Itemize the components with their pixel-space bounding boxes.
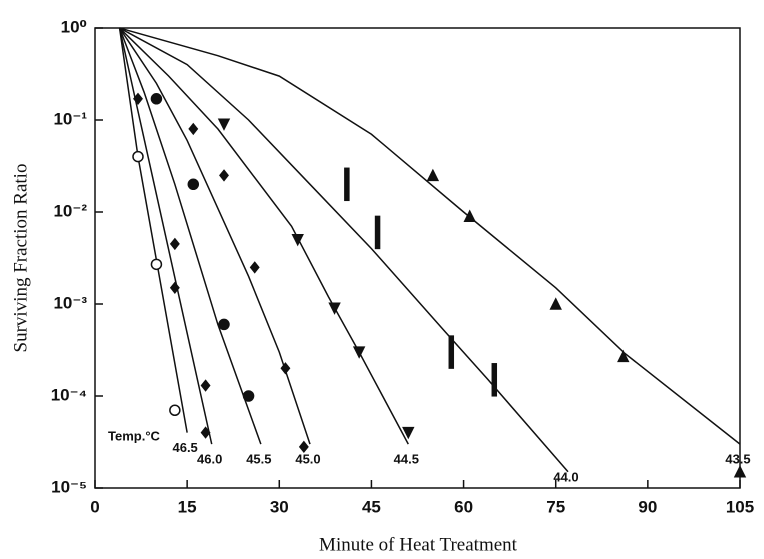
x-tick-label: 60 [454,497,473,516]
x-tick-label: 75 [546,497,565,516]
x-axis-title: Minute of Heat Treatment [319,534,518,555]
series-label: 44.0 [553,469,578,484]
y-tick-label: 10⁻³ [53,293,87,312]
y-tick-label: 10⁰ [61,17,87,36]
y-tick-label: 10⁻¹ [53,109,87,128]
data-point [492,364,496,396]
data-point [219,319,229,329]
series-line [120,28,212,444]
y-tick-label: 10⁻⁴ [51,385,87,404]
series-label: 46.0 [197,452,222,467]
y-tick-label: 10⁻⁵ [51,477,87,496]
data-point [618,351,628,361]
data-point [345,168,349,200]
data-point [171,239,179,249]
x-tick-label: 30 [270,497,289,516]
data-point [354,347,364,357]
y-axis-title: Surviving Fraction Ratio [10,164,31,353]
data-point [189,124,197,134]
data-point [170,405,180,415]
annotation: Temp.°C [108,428,161,443]
y-tick-label: 10⁻² [53,201,87,220]
data-point [151,259,161,269]
data-point [219,119,229,129]
x-tick-label: 0 [90,497,99,516]
data-point [188,179,198,189]
x-tick-label: 90 [638,497,657,516]
data-point [449,336,453,368]
data-point [465,211,475,221]
x-tick-label: 45 [362,497,381,516]
data-point [220,170,228,180]
series-line [120,28,409,444]
data-point [244,391,254,401]
data-point [376,216,380,248]
data-point [300,442,308,452]
series-label: 45.5 [246,452,271,467]
data-point [735,467,745,477]
data-point [151,94,161,104]
series-label: 43.5 [725,452,750,467]
series-label: 46.5 [172,440,197,455]
data-point [251,262,259,272]
data-point [428,170,438,180]
data-point [281,363,289,373]
chart: Minute of Heat Treatment Surviving Fract… [0,0,764,559]
plot-frame [95,28,740,488]
x-tick-label: 15 [178,497,197,516]
data-point [551,299,561,309]
series-line [120,28,740,444]
x-tick-label: 105 [726,497,754,516]
data-point [202,381,210,391]
series-line [120,28,261,444]
series-label: 44.5 [394,452,419,467]
series-label: 45.0 [295,452,320,467]
data-point [133,152,143,162]
series-line [120,28,188,433]
data-point [330,303,340,313]
